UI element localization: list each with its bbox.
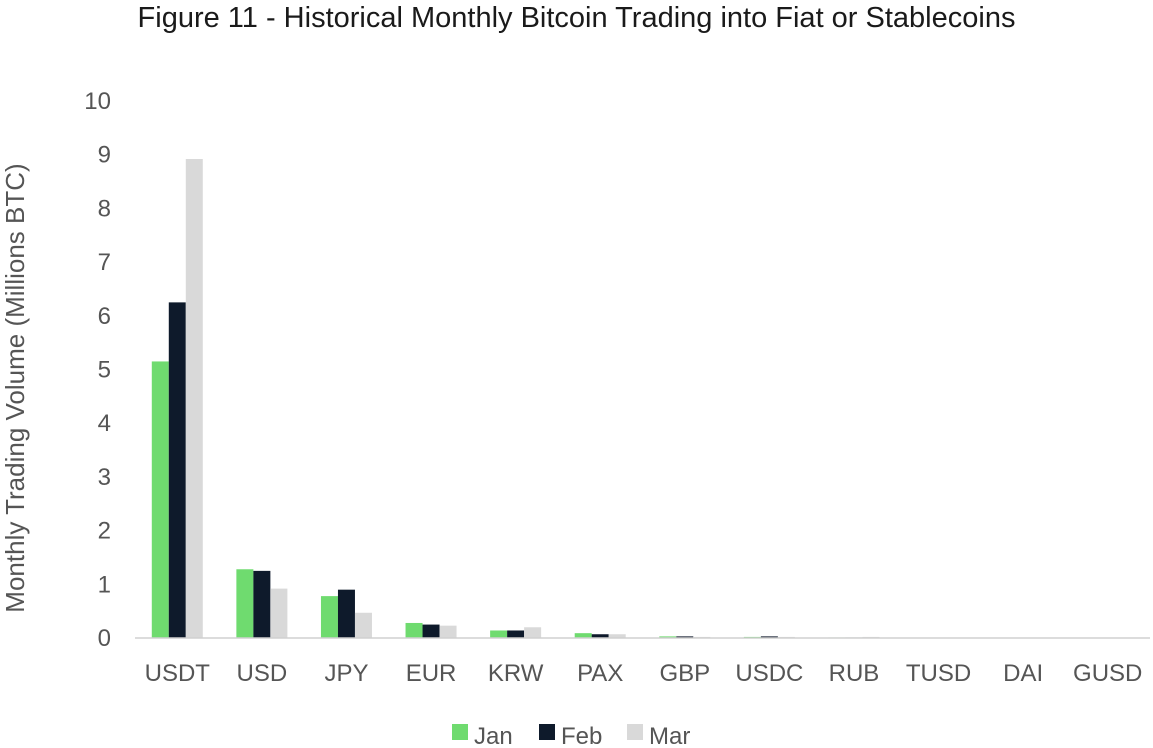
bar-pax-mar	[608, 634, 626, 638]
bar-jpy-jan	[320, 596, 338, 638]
x-tick-label-tusd: TUSD	[906, 660, 971, 687]
x-tick-label-gbp: GBP	[659, 660, 710, 687]
x-tick-label-eur: EUR	[406, 660, 457, 687]
y-tick-label: 9	[98, 142, 111, 169]
y-axis-ticks: 0 1 2 3 4 5 6 7 8 9 10	[84, 88, 111, 652]
legend: Jan Feb Mar	[452, 723, 690, 748]
legend-swatch-jan	[452, 724, 468, 740]
bar-usd-mar	[270, 588, 288, 638]
legend-label-feb: Feb	[561, 723, 602, 748]
y-tick-label: 1	[98, 571, 111, 598]
bar-krw-feb	[507, 630, 525, 638]
chart-title: Figure 11 - Historical Monthly Bitcoin T…	[137, 2, 1016, 34]
y-tick-label: 0	[98, 625, 111, 652]
bars	[151, 158, 1134, 638]
x-tick-label-gusd: GUSD	[1073, 660, 1142, 687]
y-tick-label: 2	[98, 518, 111, 545]
x-tick-label-rub: RUB	[829, 660, 880, 687]
bar-eur-mar	[439, 625, 457, 638]
bar-usd-jan	[236, 569, 254, 638]
bar-krw-mar	[524, 627, 542, 638]
y-tick-label: 4	[98, 410, 111, 437]
y-axis-title: Monthly Trading Volume (Millions BTC)	[0, 163, 30, 612]
bar-eur-jan	[405, 622, 423, 638]
x-tick-label-usdc: USDC	[735, 660, 803, 687]
y-tick-label: 8	[98, 195, 111, 222]
bar-usd-feb	[253, 570, 271, 638]
bar-krw-jan	[490, 630, 508, 638]
y-tick-label: 10	[84, 88, 111, 115]
y-tick-label: 3	[98, 464, 111, 491]
x-tick-label-pax: PAX	[577, 660, 623, 687]
legend-label-jan: Jan	[474, 723, 513, 748]
bar-gbp-feb	[676, 636, 694, 638]
x-tick-label-jpy: JPY	[324, 660, 368, 687]
bar-jpy-feb	[337, 589, 355, 638]
bar-jpy-mar	[354, 612, 372, 638]
bar-gbp-jan	[659, 636, 677, 638]
bar-usdt-jan	[151, 361, 169, 638]
y-tick-label: 5	[98, 357, 111, 384]
x-tick-label-krw: KRW	[488, 660, 544, 687]
legend-label-mar: Mar	[649, 723, 690, 748]
x-tick-label-dai: DAI	[1003, 660, 1043, 687]
x-axis-ticks: USDT USD JPY EUR KRW PAX GBP USDC RUB TUSD DAI GUSD	[145, 660, 1143, 687]
bar-usdt-feb	[168, 302, 186, 638]
y-tick-label: 7	[98, 249, 111, 276]
y-tick-label: 6	[98, 303, 111, 330]
bar-pax-feb	[591, 634, 609, 638]
legend-swatch-mar	[627, 724, 643, 740]
bar-eur-feb	[422, 624, 440, 638]
x-tick-label-usdt: USDT	[145, 660, 211, 687]
bar-usdc-feb	[760, 636, 778, 638]
legend-swatch-feb	[539, 724, 555, 740]
x-tick-label-usd: USD	[237, 660, 288, 687]
bar-usdt-mar	[185, 158, 203, 638]
bar-pax-jan	[574, 633, 592, 638]
